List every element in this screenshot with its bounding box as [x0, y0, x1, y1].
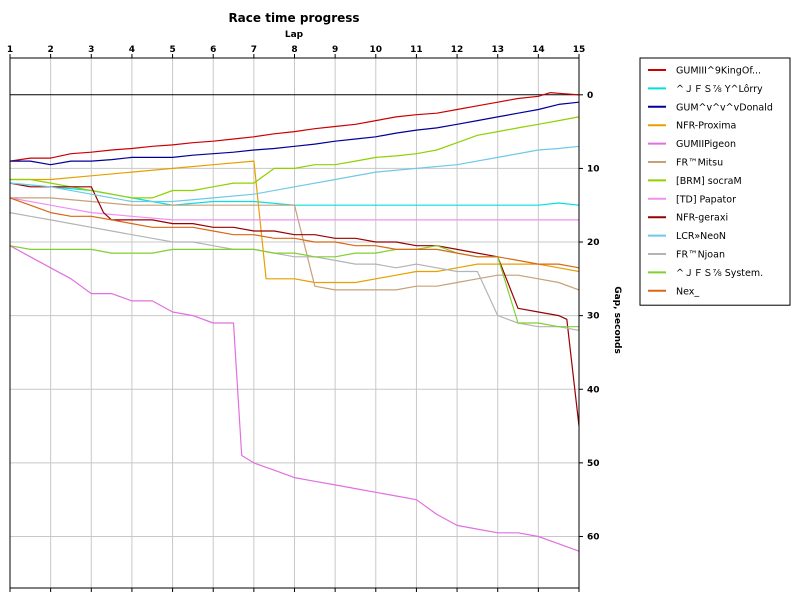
x-axis-label: Lap: [285, 30, 304, 40]
y-tick-label: 20: [587, 238, 600, 248]
y-axis-label: Gap, seconds: [612, 286, 622, 354]
x-tick-label: 11: [410, 45, 423, 55]
x-tick-label: 12: [451, 45, 464, 55]
y-tick-label: 30: [587, 312, 600, 322]
legend-entry: LCR»NeoN: [676, 231, 726, 242]
plot-frame: [9, 57, 580, 589]
legend-box: [639, 57, 791, 306]
series-line: [10, 197, 580, 291]
legend-entry: Nex_: [676, 286, 699, 297]
x-tick-label: 2: [48, 45, 54, 55]
y-tick-label: 60: [587, 532, 600, 542]
y-tick-label: 40: [587, 385, 600, 395]
legend-entry: GUMIIPigeon: [676, 139, 736, 150]
series-line: [9, 197, 580, 269]
legend-entry: [TD] Papator: [676, 194, 736, 205]
legend-entry: FR™Mitsu: [676, 158, 723, 169]
legend-entry: NFR-Proxima: [676, 121, 736, 132]
x-tick-label: 13: [491, 45, 504, 55]
x-tick-label: 15: [573, 45, 586, 55]
x-tick-label: 6: [210, 45, 216, 55]
x-tick-label: 10: [370, 45, 383, 55]
series-line: [10, 101, 580, 166]
legend: GUMIII^9KingOf... ^ＪＦＳ⅞ Y^Lôrry GUM^v^v^vD…: [639, 57, 791, 306]
x-tick-label: 5: [169, 45, 175, 55]
legend-entry: GUM^v^v^vDonald: [676, 102, 773, 113]
legend-entry: GUMIII^9KingOf...: [676, 66, 761, 77]
legend-entry: NFR-geraxi: [676, 213, 728, 224]
legend-entry: ^ＪＦＳ⅞ System.: [676, 268, 763, 279]
series-line: [10, 116, 580, 199]
y-tick-label: 0: [587, 91, 593, 101]
x-tick-label: 4: [129, 45, 135, 55]
x-tick-label: 7: [251, 45, 257, 55]
series-line: [9, 212, 580, 331]
x-tick-label: 9: [332, 45, 338, 55]
series-line: [9, 91, 580, 162]
series-line: [9, 245, 580, 552]
series-line: [10, 160, 580, 284]
legend-entry: FR™Njoan: [676, 250, 725, 261]
legend-entry: [BRM] socraM: [676, 176, 742, 187]
x-tick-label: 3: [88, 45, 94, 55]
chart-title: Race time progress: [228, 11, 359, 25]
x-tick-label: 8: [291, 45, 297, 55]
series-line: [9, 145, 580, 203]
x-tick-label: 1: [7, 45, 13, 55]
legend-entry: ^ＪＦＳ⅞ Y^Lôrry: [676, 84, 763, 95]
x-tick-label: 14: [532, 45, 545, 55]
y-tick-label: 10: [587, 164, 600, 174]
y-tick-label: 50: [587, 459, 600, 469]
